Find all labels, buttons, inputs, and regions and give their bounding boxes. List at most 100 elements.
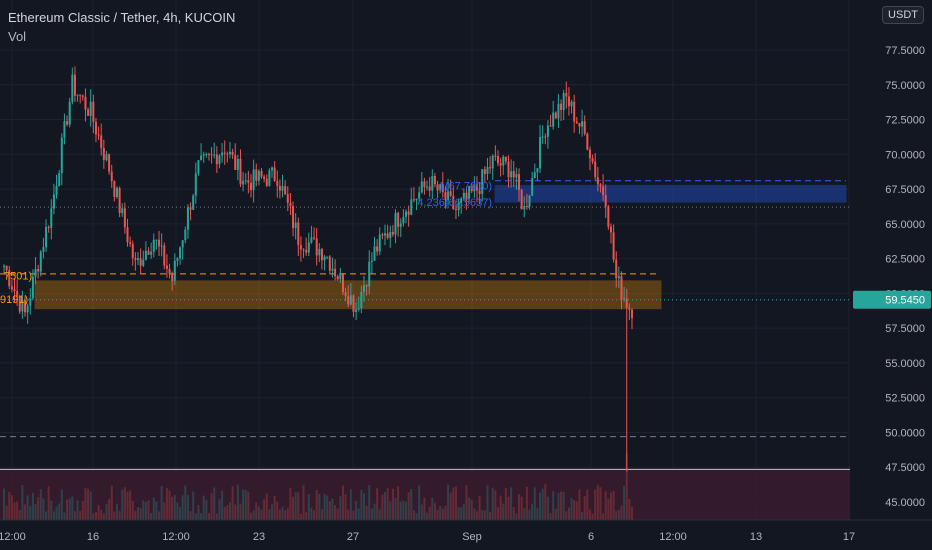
- volume-bar: [310, 507, 313, 520]
- candle-body: [612, 232, 615, 260]
- volume-bar: [292, 496, 295, 520]
- candle-body: [60, 137, 63, 174]
- volume-bar: [121, 489, 124, 520]
- volume-bar: [318, 493, 321, 520]
- volume-bar: [518, 494, 521, 520]
- candle-body: [515, 173, 518, 178]
- volume-indicator-label[interactable]: Vol: [8, 29, 27, 44]
- candle-body: [294, 222, 297, 229]
- time-tick-label: 12:00: [0, 531, 26, 543]
- volume-bar: [347, 509, 350, 520]
- candle-body: [412, 199, 415, 201]
- candle-body: [63, 121, 66, 138]
- candle-body: [441, 184, 444, 193]
- candle-body: [588, 149, 591, 159]
- candle-body: [352, 295, 355, 312]
- volume-bar: [278, 509, 281, 520]
- candle-body: [255, 169, 258, 181]
- volume-bar: [113, 511, 116, 520]
- candle-body: [581, 121, 584, 127]
- volume-bar: [588, 509, 591, 520]
- volume-bar: [617, 509, 620, 520]
- candle-body: [299, 245, 302, 250]
- price-axis-bg: [850, 0, 932, 550]
- candle-body: [242, 180, 245, 185]
- time-tick-label: Sep: [462, 531, 482, 543]
- last-price-tag-bg: [853, 290, 931, 309]
- volume-bar: [357, 508, 360, 520]
- volume-bar: [129, 490, 132, 520]
- volume-bar: [58, 503, 61, 520]
- volume-bar: [226, 505, 229, 520]
- candle-body: [244, 180, 247, 182]
- candle-body: [176, 258, 179, 261]
- candle-body: [554, 112, 557, 119]
- volume-bar: [331, 498, 334, 520]
- candle-body: [578, 123, 581, 127]
- candle-body: [223, 152, 226, 154]
- candle-body: [483, 169, 486, 174]
- candle-body: [418, 192, 421, 199]
- volume-bar: [620, 505, 623, 520]
- candle-body: [84, 96, 87, 110]
- volume-bar: [268, 509, 271, 520]
- candle-body: [602, 186, 605, 196]
- volume-bar: [84, 487, 87, 520]
- volume-bar: [39, 489, 42, 520]
- candle-body: [528, 195, 531, 207]
- volume-bar: [313, 510, 316, 520]
- volume-bar: [87, 488, 90, 520]
- volume-bar: [581, 511, 584, 520]
- volume-bar: [339, 496, 342, 520]
- volume-bar: [352, 510, 355, 520]
- volume-bar: [247, 491, 250, 520]
- volume-bar: [123, 487, 126, 520]
- volume-bar: [160, 486, 163, 520]
- candle-body: [334, 268, 337, 277]
- volume-bar: [13, 502, 16, 520]
- candle-body: [313, 237, 316, 239]
- symbol-title[interactable]: Ethereum Classic / Tether, 4h, KUCOIN: [8, 10, 236, 25]
- candle-body: [591, 158, 594, 162]
- candle-body: [305, 249, 308, 253]
- candle-body: [302, 249, 305, 251]
- candle-body: [286, 194, 289, 203]
- candle-body: [97, 134, 100, 136]
- volume-bar: [394, 497, 397, 520]
- candle-body: [260, 170, 263, 177]
- volume-bar: [405, 501, 408, 520]
- volume-bar: [433, 502, 436, 520]
- candle-body: [339, 273, 342, 280]
- candle-body: [428, 186, 431, 191]
- volume-bar: [531, 503, 534, 520]
- volume-bar: [231, 486, 234, 520]
- volume-bar: [454, 486, 457, 520]
- candle-body: [368, 261, 371, 287]
- candle-body: [249, 182, 252, 191]
- volume-bar: [200, 513, 203, 520]
- candle-body: [147, 250, 150, 255]
- candle-body: [420, 181, 423, 193]
- candle-body: [134, 258, 137, 260]
- candle-body: [523, 206, 526, 210]
- candle-body: [123, 208, 126, 228]
- volume-bar: [102, 513, 105, 520]
- volume-bar: [573, 500, 576, 520]
- currency-button[interactable]: USDT: [882, 6, 924, 24]
- candle-body: [113, 181, 116, 198]
- candle-body: [45, 226, 48, 248]
- price-axis[interactable]: 77.5000 75.0000 72.5000 70.0000 67.5000 65.00…: [850, 0, 932, 550]
- volume-bar: [118, 510, 121, 520]
- candle-body: [468, 185, 471, 199]
- time-axis[interactable]: 12:00 16 12:00 23 27 Sep 6 12:00 13 17: [0, 519, 932, 543]
- candle-body: [491, 155, 494, 169]
- candle-body: [552, 112, 555, 127]
- volume-bar: [326, 495, 329, 520]
- volume-bar: [299, 513, 302, 520]
- candle-body: [323, 256, 326, 261]
- volume-bar: [628, 498, 631, 520]
- volume-bar: [520, 496, 523, 520]
- candle-body: [431, 176, 434, 191]
- volume-bar: [45, 511, 48, 520]
